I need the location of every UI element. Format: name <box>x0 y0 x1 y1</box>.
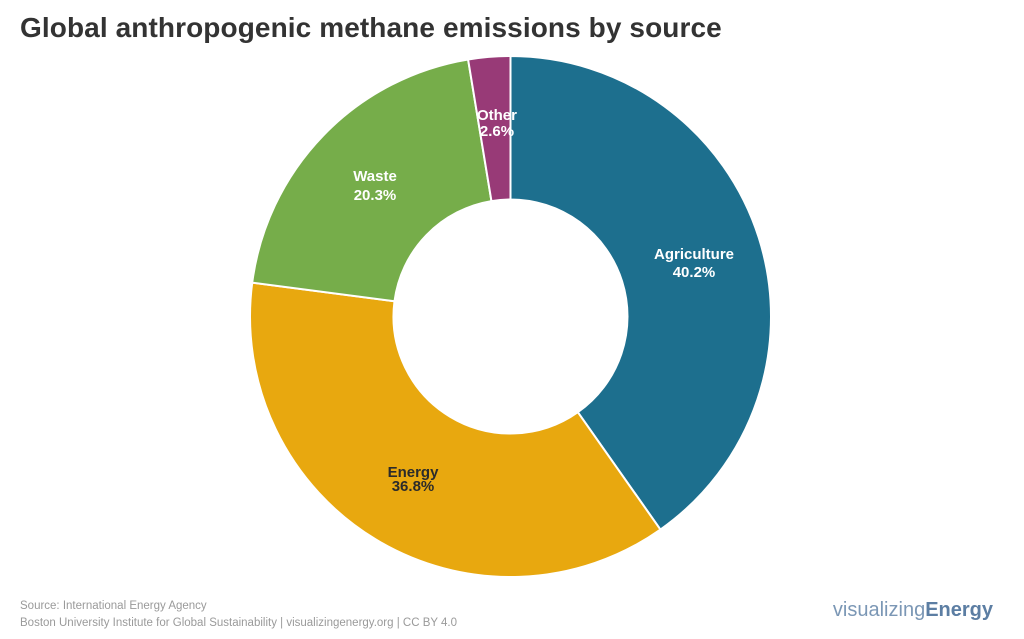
svg-text:36.8%: 36.8% <box>392 478 435 495</box>
svg-text:20.3%: 20.3% <box>354 187 397 204</box>
svg-text:40.2%: 40.2% <box>673 264 716 281</box>
svg-text:Waste: Waste <box>353 168 397 185</box>
svg-text:Other: Other <box>477 107 517 124</box>
svg-text:Agriculture: Agriculture <box>654 246 734 263</box>
svg-text:2.6%: 2.6% <box>480 123 514 140</box>
